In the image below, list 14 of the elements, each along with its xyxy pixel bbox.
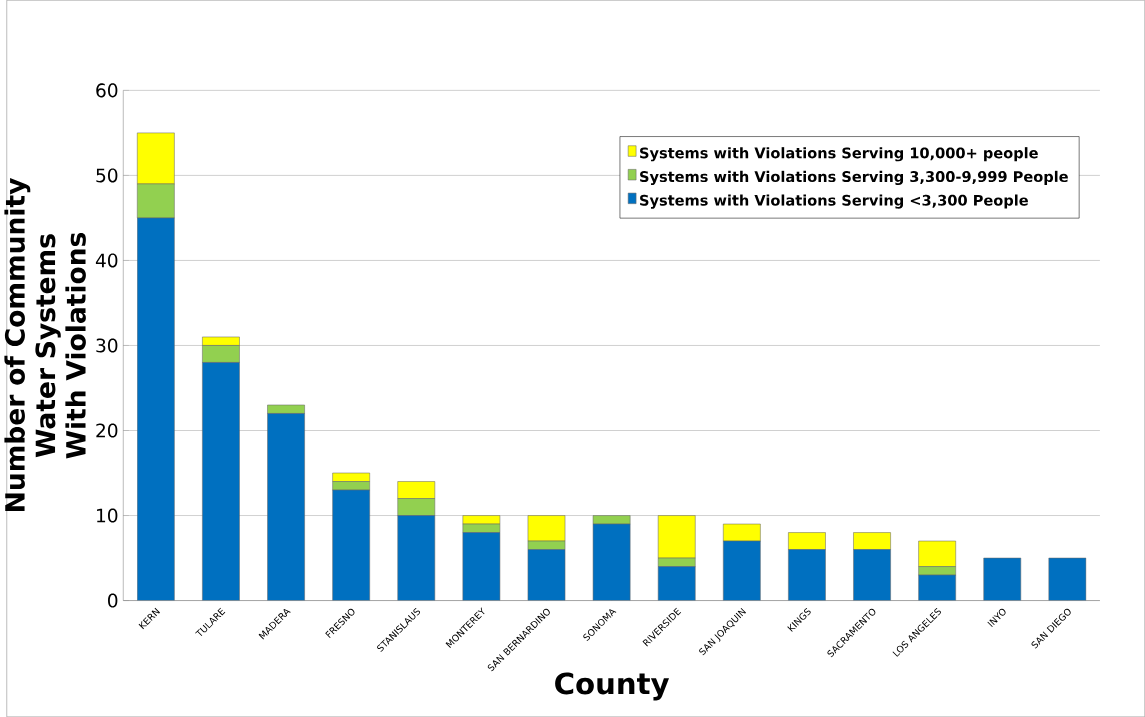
legend-label: Systems with Violations Serving 3,300-9,999 People <box>640 170 1068 185</box>
bar <box>983 557 1022 601</box>
y-tick-label: 30 <box>96 338 118 353</box>
y-axis-title: Number of Community Water Systems With Violations <box>4 178 86 511</box>
y-tick-label: 0 <box>108 593 118 608</box>
y-tick-label: 20 <box>96 423 118 438</box>
y-tick-label: 50 <box>96 168 118 183</box>
legend-label: Systems with Violations Serving <3,300 People <box>640 194 1028 209</box>
y-tick-label: 40 <box>95 253 118 268</box>
y-tick-label: 10 <box>97 508 118 523</box>
bar <box>1048 557 1087 601</box>
legend-label: Systems with Violations Serving 10,000+ people <box>640 147 1038 162</box>
x-axis-title: County <box>555 672 670 701</box>
y-tick-label: 60 <box>96 83 118 98</box>
